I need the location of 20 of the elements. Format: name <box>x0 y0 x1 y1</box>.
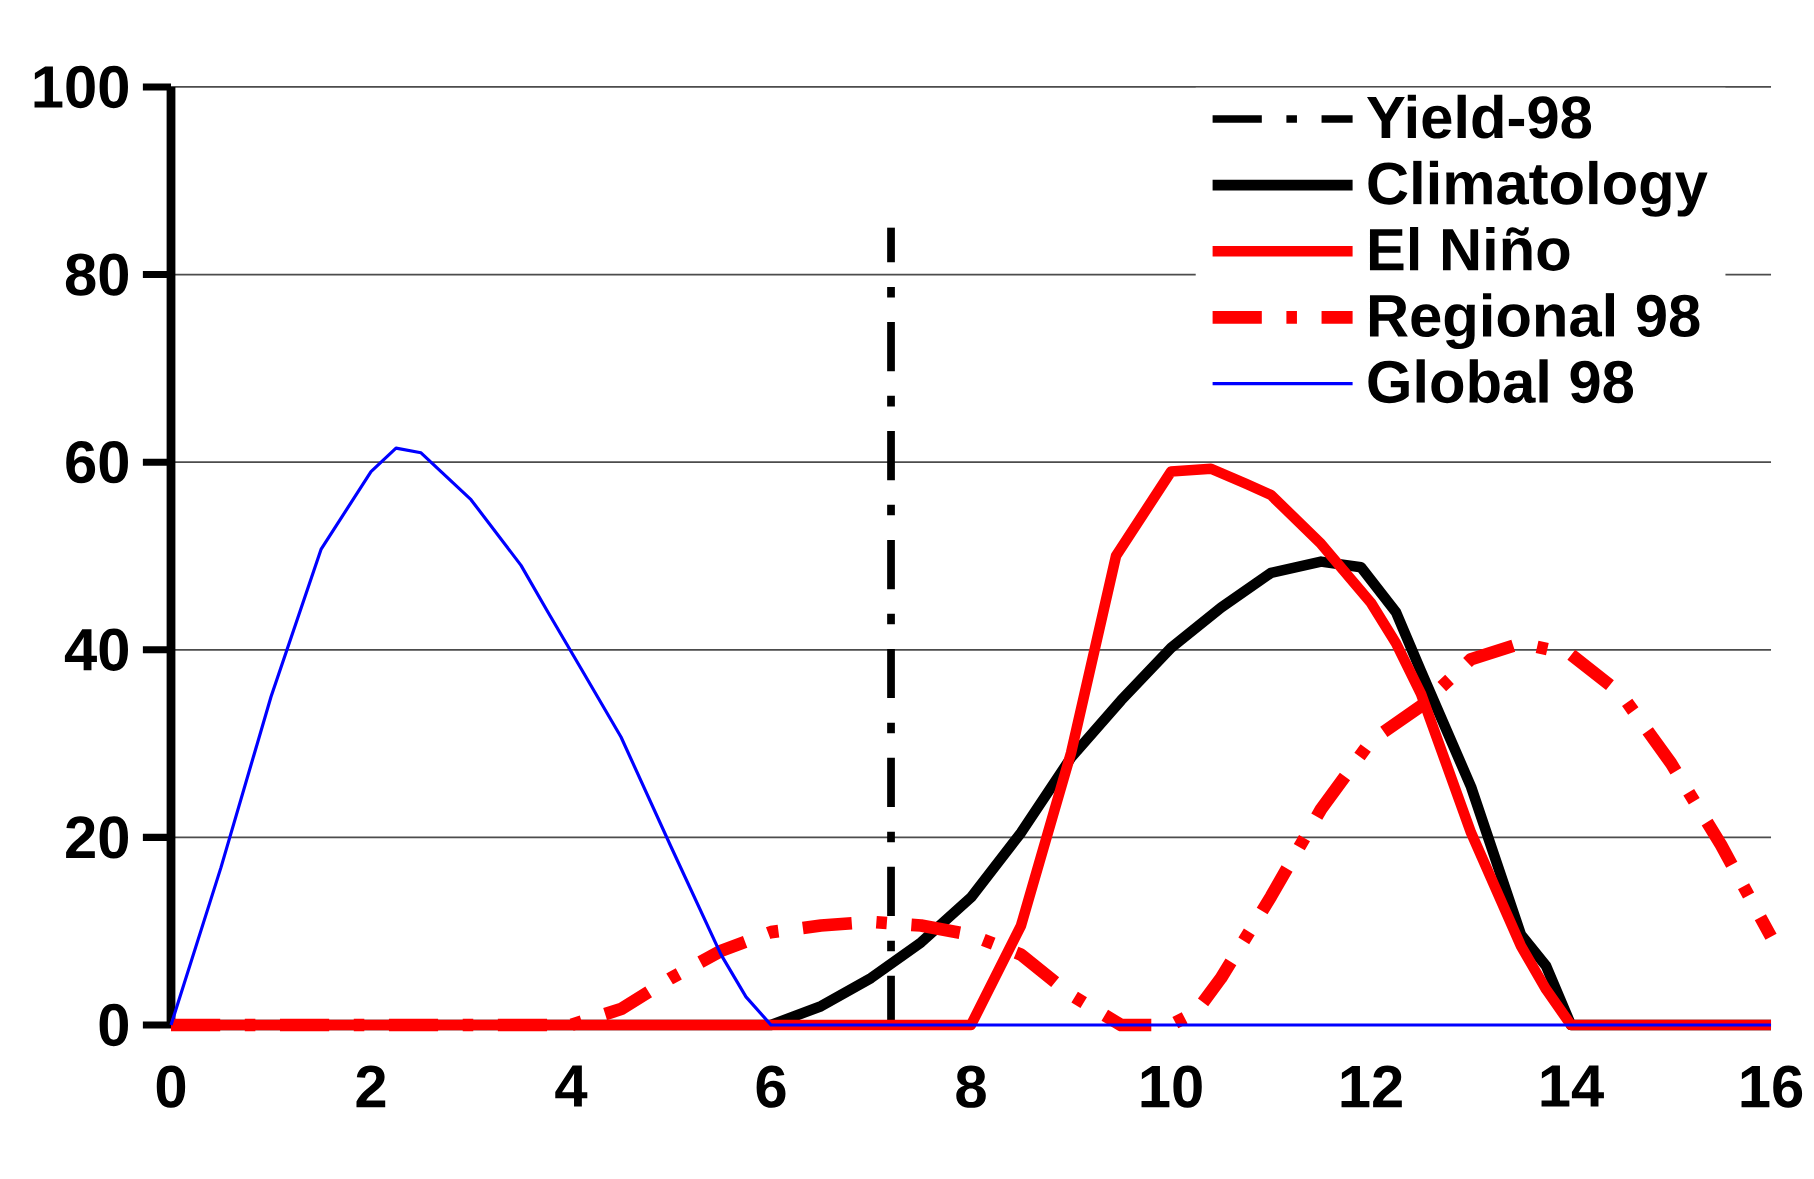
x-tick-label: 16 <box>1741 1065 1803 1108</box>
x-tick-label: 6 <box>756 1065 786 1108</box>
legend-label: El Niño <box>1369 227 1570 271</box>
y-tick-label: 40 <box>64 628 128 671</box>
legend-label: Yield-98 <box>1367 94 1592 139</box>
x-tick-label: 10 <box>1141 1065 1202 1108</box>
x-tick-label: 8 <box>956 1065 986 1108</box>
x-tick-label: 0 <box>156 1065 186 1108</box>
y-tick-label: 0 <box>99 1003 128 1047</box>
legend-label: Regional 98 <box>1369 293 1700 350</box>
legend-label: Global 98 <box>1368 359 1634 404</box>
legend-label: Climatology <box>1368 160 1708 217</box>
x-tick-label: 4 <box>555 1065 588 1107</box>
x-tick-label: 12 <box>1341 1065 1402 1108</box>
y-tick-label: 20 <box>66 816 128 859</box>
x-tick-label: 2 <box>356 1065 386 1108</box>
y-tick-label: 80 <box>65 253 128 296</box>
y-tick-label: 60 <box>66 441 128 484</box>
y-tick-label: 100 <box>34 65 128 109</box>
x-tick-label: 14 <box>1541 1065 1604 1107</box>
